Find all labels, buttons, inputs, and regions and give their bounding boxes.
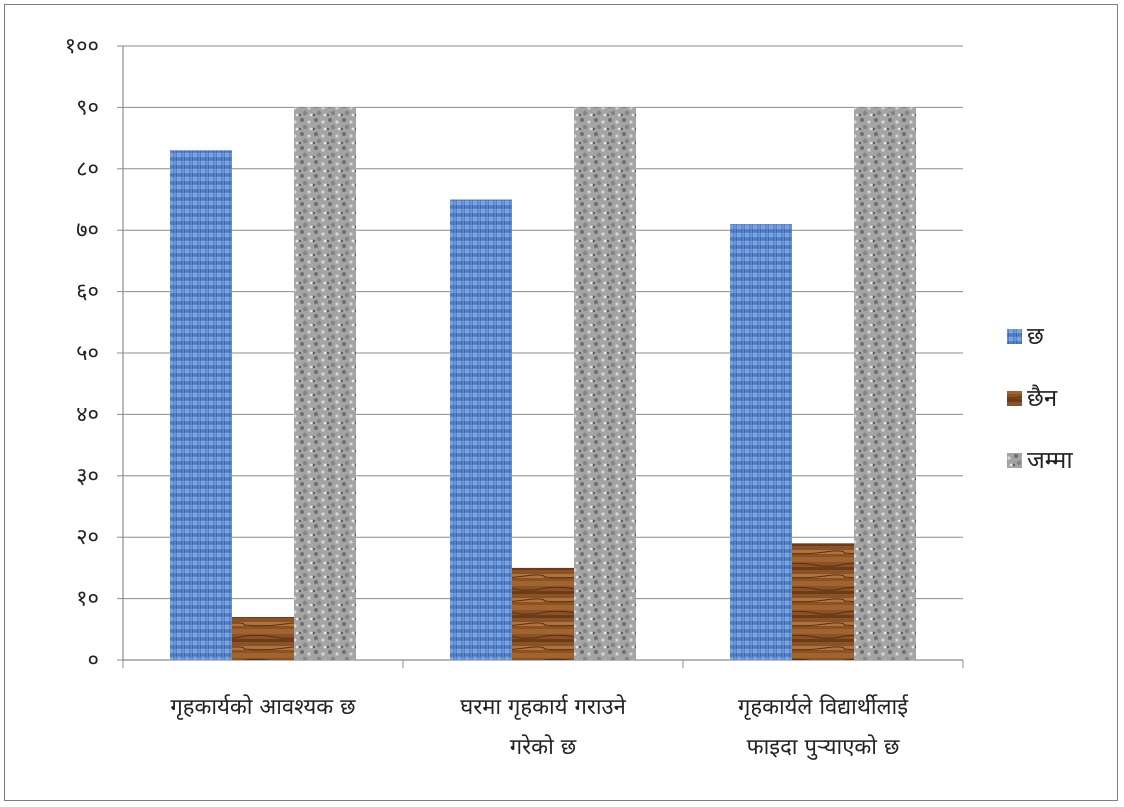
chart-frame: ० १० २० ३० ४० ५० ६० ७० ८० ९० १०० गृहकार्यको आवश्यक…: [4, 4, 1118, 801]
legend-swatch: [1007, 329, 1022, 344]
y-tick-label: १००: [65, 34, 99, 59]
y-tick-label: ३०: [76, 464, 99, 489]
bar-chhaina-3: [792, 543, 854, 660]
bar-chha-2: [450, 199, 512, 660]
bar-jamma-3: [854, 107, 916, 660]
x-category-label: गरेको छ: [510, 734, 577, 760]
bar-chhaina-2: [512, 567, 574, 660]
bar-chart: ० १० २० ३० ४० ५० ६० ७० ८० ९० १०० गृहकार्यको आवश्यक…: [65, 34, 1074, 760]
bar-chha-3: [730, 224, 792, 660]
legend: छ छैन जम्मा: [1007, 322, 1073, 474]
x-category-label: गृहकार्यले विद्यार्थीलाई: [738, 694, 909, 720]
y-tick-label: ५०: [76, 341, 99, 366]
y-tick-label: १०: [76, 587, 99, 612]
y-tick-label: ६०: [76, 280, 99, 305]
bar-jamma-1: [294, 107, 356, 660]
gridlines: [123, 45, 963, 600]
y-tick-label: ८०: [76, 157, 99, 182]
legend-label: छैन: [1027, 384, 1058, 412]
legend-label: जम्मा: [1027, 446, 1073, 474]
bar-jamma-2: [574, 107, 636, 660]
legend-label: छ: [1027, 322, 1045, 350]
y-tick-label: ४०: [76, 402, 99, 427]
legend-swatch: [1007, 453, 1022, 468]
x-category-label: घरमा गृहकार्य गराउने: [460, 694, 626, 720]
y-tick-label: ७०: [76, 218, 99, 243]
x-category-label: गृहकार्यको आवश्यक छ: [170, 694, 356, 720]
bars: [170, 107, 916, 660]
legend-swatch: [1007, 391, 1022, 406]
y-tick-label: ०: [88, 648, 99, 673]
x-category-label: फाइदा पुऱ्याएको छ: [747, 734, 900, 760]
y-tick-label: ९०: [76, 95, 99, 120]
bar-chha-1: [170, 150, 232, 660]
x-category-labels: गृहकार्यको आवश्यक छ घरमा गृहकार्य गराउने ग…: [170, 694, 909, 760]
y-tick-label: २०: [76, 525, 99, 550]
bar-chhaina-1: [232, 617, 294, 660]
y-tick-labels: ० १० २० ३० ४० ५० ६० ७० ८० ९० १००: [65, 34, 99, 673]
